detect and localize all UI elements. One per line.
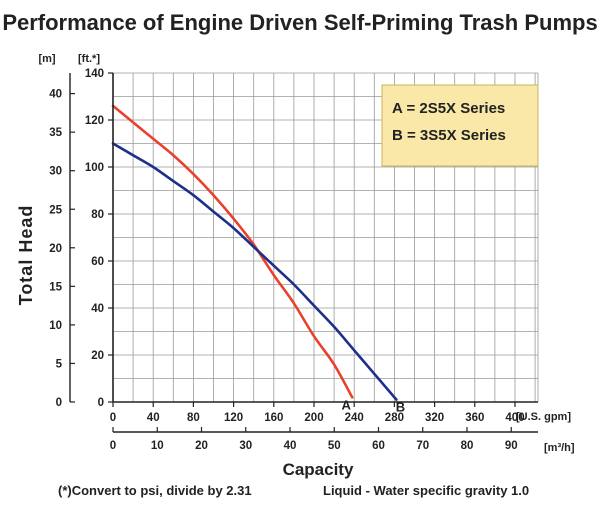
y-tick-label-meters: 10 bbox=[49, 320, 62, 332]
x-tick-label-gpm: 160 bbox=[264, 412, 283, 424]
x-unit-gpm: [U.S. gpm] bbox=[516, 411, 571, 423]
x-tick-label-m3h: 90 bbox=[505, 440, 518, 452]
y-tick-label-feet: 60 bbox=[91, 256, 104, 268]
x-tick-label-gpm: 280 bbox=[385, 412, 404, 424]
legend-entry-b: B = 3S5X Series bbox=[392, 127, 506, 144]
series-line-b bbox=[111, 142, 398, 401]
y-tick-label-feet: 40 bbox=[91, 303, 104, 315]
x-tick-label-m3h: 10 bbox=[151, 440, 164, 452]
y-tick-label-meters: 20 bbox=[49, 243, 62, 255]
series-label-a: A bbox=[341, 397, 351, 412]
x-tick-label-gpm: 0 bbox=[110, 412, 116, 424]
x-tick-label-gpm: 80 bbox=[187, 412, 200, 424]
y-tick-label-feet: 80 bbox=[91, 209, 104, 221]
y-tick-label-meters: 35 bbox=[49, 127, 62, 139]
y-unit-meters: [m] bbox=[38, 53, 55, 65]
y-unit-feet: [ft.*] bbox=[78, 53, 100, 65]
x-unit-m3h: [m³/h] bbox=[544, 442, 575, 454]
x-tick-label-m3h: 20 bbox=[195, 440, 208, 452]
y-tick-label-feet: 140 bbox=[85, 68, 104, 80]
y-axis-label: Total Head bbox=[16, 205, 36, 306]
x-axis-label: Capacity bbox=[283, 460, 354, 479]
y-tick-label-feet: 20 bbox=[91, 350, 104, 362]
x-tick-label-gpm: 400 bbox=[505, 412, 524, 424]
x-tick-label-gpm: 120 bbox=[224, 412, 243, 424]
footnote-liquid: Liquid - Water specific gravity 1.0 bbox=[323, 483, 529, 498]
x-tick-label-m3h: 50 bbox=[328, 440, 341, 452]
x-tick-label-m3h: 60 bbox=[372, 440, 385, 452]
footnote-psi: (*)Convert to psi, divide by 2.31 bbox=[58, 483, 252, 498]
y-tick-label-feet: 120 bbox=[85, 115, 104, 127]
grid bbox=[112, 72, 539, 403]
y-tick-label-meters: 0 bbox=[56, 397, 62, 409]
y-tick-label-meters: 15 bbox=[49, 281, 62, 293]
chart-title: Performance of Engine Driven Self-Primin… bbox=[2, 10, 597, 35]
y-tick-label-meters: 40 bbox=[49, 89, 62, 101]
y-tick-label-meters: 25 bbox=[49, 204, 62, 216]
x-tick-label-gpm: 200 bbox=[304, 412, 323, 424]
legend-box bbox=[381, 84, 539, 167]
x-tick-label-gpm: 320 bbox=[425, 412, 444, 424]
y-tick-label-feet: 0 bbox=[98, 397, 104, 409]
x-tick-label-m3h: 30 bbox=[239, 440, 252, 452]
series-line-a bbox=[111, 104, 354, 399]
legend: A = 2S5X Series B = 3S5X Series bbox=[381, 84, 539, 167]
x-tick-label-m3h: 70 bbox=[416, 440, 429, 452]
x-tick-label-m3h: 80 bbox=[461, 440, 474, 452]
series-label-b: B bbox=[396, 400, 405, 415]
legend-entry-a: A = 2S5X Series bbox=[392, 100, 505, 117]
y-tick-label-feet: 100 bbox=[85, 162, 104, 174]
y-tick-label-meters: 5 bbox=[56, 358, 63, 370]
x-tick-label-gpm: 240 bbox=[345, 412, 364, 424]
x-tick-label-gpm: 360 bbox=[465, 412, 484, 424]
y-tick-label-meters: 30 bbox=[49, 166, 62, 178]
x-tick-label-gpm: 40 bbox=[147, 412, 160, 424]
x-tick-label-m3h: 40 bbox=[284, 440, 297, 452]
x-tick-label-m3h: 0 bbox=[110, 440, 116, 452]
